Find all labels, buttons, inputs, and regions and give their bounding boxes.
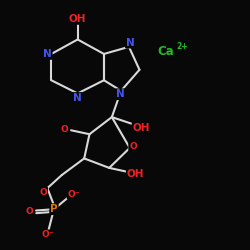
Text: P: P — [50, 204, 58, 214]
Text: OH: OH — [132, 123, 150, 133]
Text: O: O — [60, 125, 68, 134]
Text: N: N — [126, 38, 135, 48]
Text: 2+: 2+ — [176, 42, 188, 51]
Text: Ca: Ca — [158, 45, 174, 58]
Text: O: O — [129, 142, 137, 150]
Text: N: N — [43, 49, 52, 59]
Text: N: N — [73, 93, 82, 103]
Text: O: O — [40, 188, 47, 196]
Text: O⁻: O⁻ — [68, 190, 80, 199]
Text: N: N — [116, 89, 125, 99]
Text: O: O — [26, 206, 34, 216]
Text: OH: OH — [69, 14, 86, 24]
Text: OH: OH — [127, 169, 144, 179]
Text: O⁻: O⁻ — [41, 230, 54, 239]
